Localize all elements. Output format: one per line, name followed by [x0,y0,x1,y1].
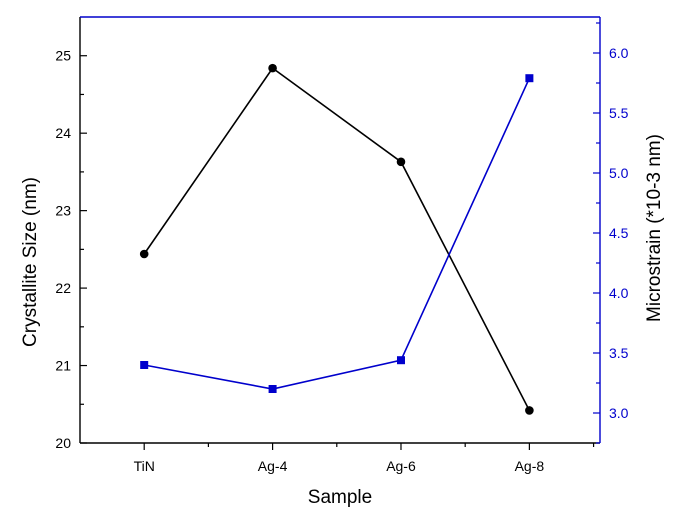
series-layer [139,63,534,415]
axes [79,16,601,444]
x-tick-label: Ag-6 [386,458,416,474]
data-point-square [525,74,534,83]
data-point-circle [139,249,149,259]
right-y-tick-label: 5.5 [609,105,629,121]
series-line-right [144,77,531,390]
left-y-tick-label: 25 [55,48,71,64]
right-y-tick-label: 6.0 [609,45,629,61]
left-y-tick-label: 24 [55,125,71,141]
x-tick-label: Ag-4 [258,458,288,474]
data-point-circle [268,63,277,73]
tick-layer: 20 21 22 23 24 25 3.0 3.5 4.0 4.5 5.0 5.5 6.0 TiN Ag-4… [55,22,629,474]
data-point-square [140,361,149,369]
left-y-tick-label: 23 [55,203,71,219]
right-y-tick-label: 5.0 [609,165,629,181]
right-y-tick-label: 4.0 [609,285,629,301]
right-y-tick-label: 3.5 [609,345,629,361]
data-point-circle [396,157,406,167]
left-y-tick-label: 22 [55,280,71,296]
right-y-tick-label: 4.5 [609,225,629,241]
left-y-axis-title: Crystallite Size (nm) [20,177,41,347]
series-line-left [143,66,531,411]
left-y-tick-label: 21 [55,358,71,374]
data-point-square [268,385,277,393]
data-point-circle [525,406,534,415]
x-tick-label: TiN [134,458,155,474]
right-y-tick-label: 3.0 [609,405,629,421]
right-y-axis-title: Microstrain (*10-3 nm) [644,134,665,322]
x-axis-title: Sample [308,487,372,508]
left-y-tick-label: 20 [55,435,71,451]
data-point-square [396,356,405,365]
x-tick-label: Ag-8 [515,458,545,474]
